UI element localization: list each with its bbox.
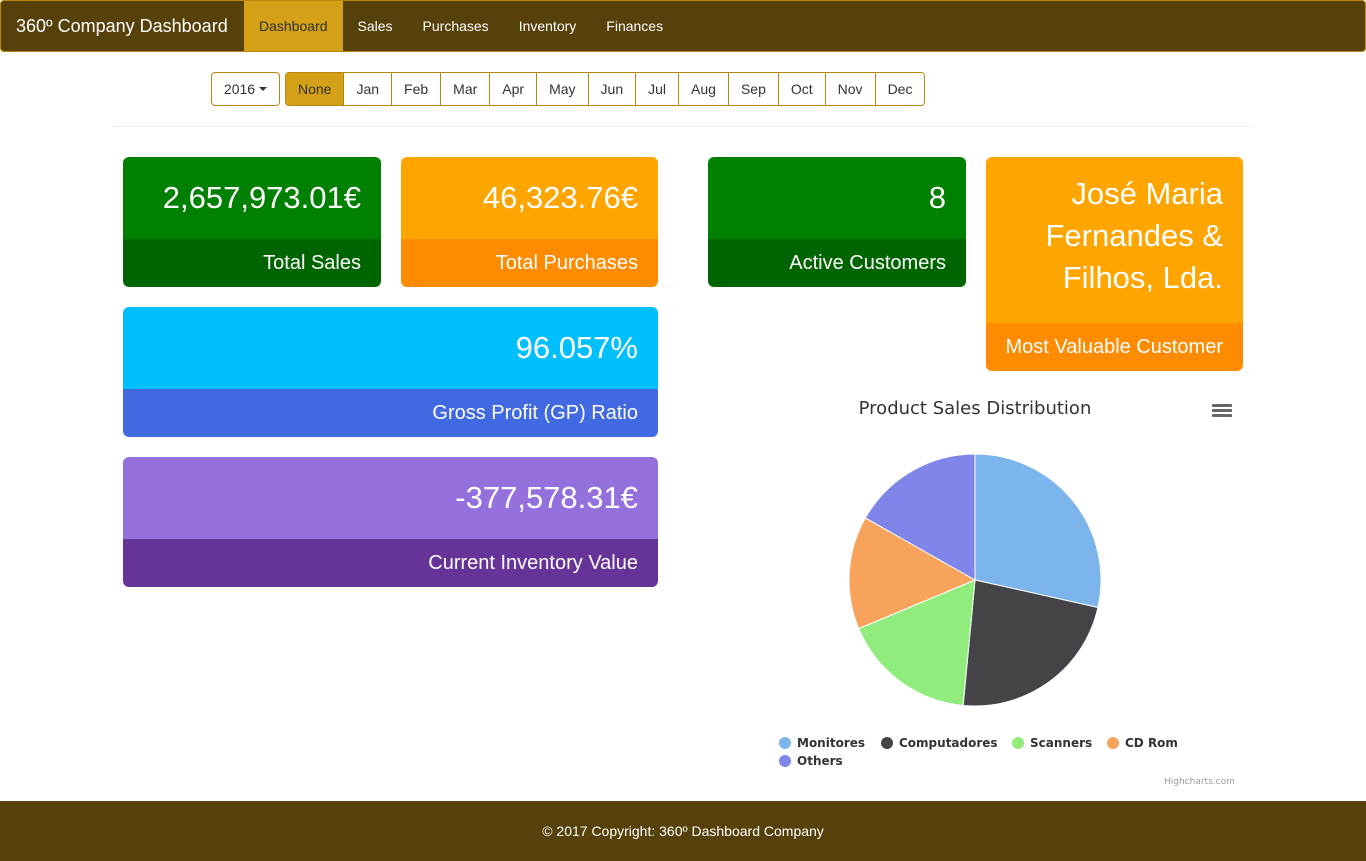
most-valuable-customer-card: José Maria Fernandes & Filhos, Lda. Most…	[986, 157, 1243, 371]
month-button-aug[interactable]: Aug	[678, 73, 728, 105]
legend-dot	[881, 737, 893, 749]
legend-dot	[779, 737, 791, 749]
legend-item-scanners[interactable]: Scanners	[1012, 736, 1092, 750]
month-button-none[interactable]: None	[286, 73, 344, 105]
legend-item-cd-rom[interactable]: CD Rom	[1107, 736, 1178, 750]
pie-slice-monitores[interactable]	[974, 453, 1102, 609]
nav-item-dashboard[interactable]: Dashboard	[244, 1, 343, 51]
inventory-value-card: -377,578.31€ Current Inventory Value	[123, 457, 658, 587]
most-valuable-customer-value: José Maria Fernandes & Filhos, Lda.	[986, 157, 1243, 323]
gp-ratio-label: Gross Profit (GP) Ratio	[123, 389, 658, 437]
month-button-group: None Jan Feb Mar Apr May Jun Jul Aug Sep…	[285, 72, 926, 106]
month-button-jun[interactable]: Jun	[587, 73, 636, 105]
month-button-apr[interactable]: Apr	[489, 73, 537, 105]
chart-menu-icon[interactable]	[1212, 404, 1232, 420]
nav-item-sales[interactable]: Sales	[357, 18, 393, 34]
legend-label: Others	[797, 754, 843, 768]
gp-ratio-card: 96.057% Gross Profit (GP) Ratio	[123, 307, 658, 437]
nav-item-finances[interactable]: Finances	[606, 18, 664, 34]
month-button-jul[interactable]: Jul	[635, 73, 679, 105]
footer-text: © 2017 Copyright: 360º Dashboard Company	[542, 823, 824, 839]
total-purchases-label: Total Purchases	[401, 239, 658, 287]
legend-label: Monitores	[797, 736, 866, 750]
legend-item-others[interactable]: Others	[779, 754, 843, 768]
total-sales-card: 2,657,973.01€ Total Sales	[123, 157, 381, 287]
brand-title[interactable]: 360º Company Dashboard	[16, 15, 228, 36]
month-button-feb[interactable]: Feb	[391, 73, 441, 105]
top-navbar: 360º Company Dashboard Dashboard Sales P…	[0, 0, 1366, 52]
total-sales-value: 2,657,973.01€	[123, 157, 381, 239]
month-button-may[interactable]: May	[536, 73, 588, 105]
active-customers-value: 8	[708, 157, 966, 239]
legend-item-computadores[interactable]: Computadores	[881, 736, 998, 750]
legend-dot	[1107, 737, 1119, 749]
divider	[113, 126, 1253, 127]
month-button-dec[interactable]: Dec	[874, 73, 925, 105]
inventory-value-label: Current Inventory Value	[123, 539, 658, 587]
month-button-jan[interactable]: Jan	[343, 73, 392, 105]
legend-dot	[1012, 737, 1024, 749]
pie-slice-cd-rom[interactable]	[848, 517, 977, 630]
legend-label: Scanners	[1030, 736, 1093, 750]
total-sales-label: Total Sales	[123, 239, 381, 287]
gp-ratio-value: 96.057%	[123, 307, 658, 389]
legend-dot	[779, 755, 791, 767]
legend-label: Computadores	[899, 736, 998, 750]
nav-item-inventory[interactable]: Inventory	[518, 18, 577, 34]
month-button-mar[interactable]: Mar	[440, 73, 490, 105]
footer: © 2017 Copyright: 360º Dashboard Company	[0, 801, 1366, 861]
inventory-value-value: -377,578.31€	[123, 457, 658, 539]
most-valuable-customer-label: Most Valuable Customer	[986, 323, 1243, 371]
pie-slice-computadores[interactable]	[962, 579, 1099, 707]
month-button-sep[interactable]: Sep	[727, 73, 778, 105]
total-purchases-value: 46,323.76€	[401, 157, 658, 239]
year-dropdown[interactable]: 2016	[211, 72, 280, 106]
caret-down-icon	[259, 87, 268, 91]
month-button-nov[interactable]: Nov	[824, 73, 875, 105]
legend-item-monitores[interactable]: Monitores	[779, 736, 865, 750]
month-button-oct[interactable]: Oct	[777, 73, 825, 105]
active-customers-label: Active Customers	[708, 239, 966, 287]
total-purchases-card: 46,323.76€ Total Purchases	[401, 157, 658, 287]
pie-slice-others[interactable]	[864, 453, 976, 581]
pie-slice-scanners[interactable]	[858, 579, 976, 706]
chart-title: Product Sales Distribution	[858, 398, 1092, 419]
year-value: 2016	[223, 81, 256, 97]
nav-item-purchases[interactable]: Purchases	[422, 18, 489, 34]
legend-label: CD Rom	[1125, 736, 1178, 750]
chart-credits[interactable]: Highcharts.com	[1164, 777, 1235, 787]
active-customers-card: 8 Active Customers	[708, 157, 966, 287]
